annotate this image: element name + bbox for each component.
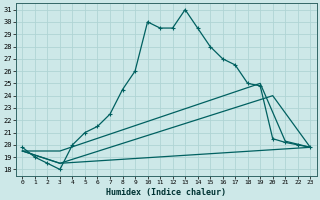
X-axis label: Humidex (Indice chaleur): Humidex (Indice chaleur) [106,188,226,197]
